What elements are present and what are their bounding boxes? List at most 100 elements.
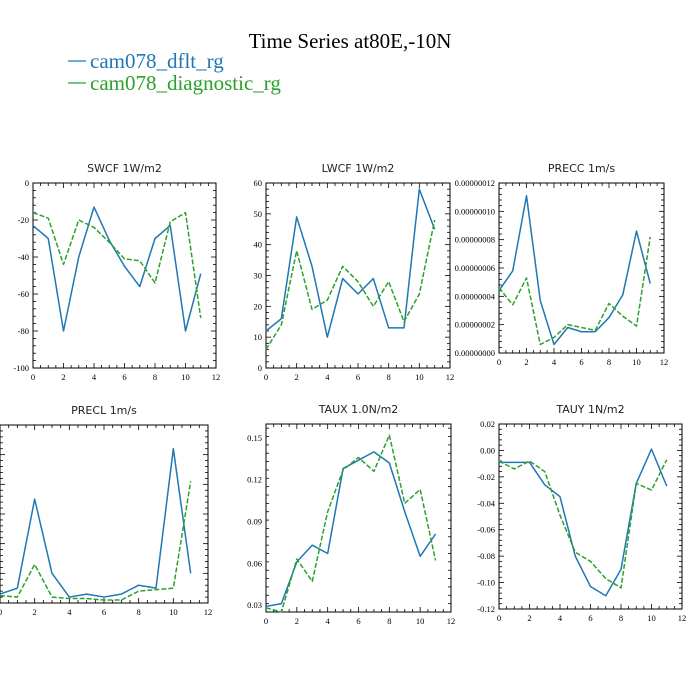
panels: SWCF 1W/m2 0 2 4 6 8 10 12 0 -20 -40 -60 -80 -100 LWCF…	[0, 162, 686, 626]
precl-series-dflt	[0, 447, 192, 598]
tauy-series-dflt	[499, 448, 668, 597]
precc-y-tick-label: 0.00000000	[455, 348, 495, 358]
precc-x-tick-label: 4	[552, 357, 557, 367]
panel-lwcf: LWCF 1W/m2 0 2 4 6 8 10 12 0 10 20 30 40 50 60	[254, 162, 455, 382]
precc-x-tick-label: 12	[660, 357, 669, 367]
swcf-x-tick-label: 2	[61, 372, 65, 382]
swcf-plot-frame	[32, 182, 217, 369]
tauy-y-tick-label: 0.02	[480, 419, 495, 429]
swcf-x-tick-label: 12	[212, 372, 221, 382]
tauy-y-tick-label: 0.00	[480, 445, 495, 455]
swcf-x-tick-label: 6	[122, 372, 126, 382]
swcf-y-tick-label: 0	[25, 178, 29, 188]
precl-x-tick-label: 12	[204, 607, 213, 617]
lwcf-title: LWCF 1W/m2	[322, 162, 395, 175]
taux-y-tick-label: 0.12	[247, 475, 262, 485]
lwcf-series-dflt	[265, 188, 436, 338]
lwcf-x-tick-label: 2	[295, 372, 299, 382]
precl-series-diagnostic	[0, 481, 192, 601]
tauy-y-tick-label: -0.06	[477, 525, 495, 535]
tauy-y-tick-label: -0.12	[477, 604, 495, 614]
swcf-x-tick-label: 4	[92, 372, 97, 382]
taux-series-dflt	[265, 451, 437, 608]
tauy-x-tick-label: 10	[647, 613, 656, 623]
lwcf-x-tick-label: 8	[387, 372, 391, 382]
lwcf-y-tick-label: 20	[254, 301, 263, 311]
swcf-y-tick-label: -60	[18, 289, 29, 299]
panel-taux: TAUX 1.0N/m2 0 2 4 6 8 10 12 0.03 0.06 0.09 0.12 0.1…	[247, 403, 455, 626]
precl-x-tick-label: 2	[33, 607, 37, 617]
swcf-y-tick-label: -100	[13, 363, 29, 373]
legend: cam078_dflt_rg cam078_diagnostic_rg	[68, 49, 281, 95]
figure-title: Time Series at80E,-10N	[249, 29, 452, 53]
legend-label-diagnostic: cam078_diagnostic_rg	[90, 71, 281, 95]
swcf-y-tick-label: -40	[18, 252, 29, 262]
taux-x-tick-label: 2	[295, 616, 299, 626]
taux-x-tick-label: 10	[416, 616, 425, 626]
panel-precc: PRECC 1m/s 0 2 4 6 8 10 12 0.00000000 0.00000002 0…	[455, 162, 669, 367]
panel-precl: PRECL 1m/s0246810120.0×10⁰1.0×10⁻⁸2.0×10…	[0, 404, 212, 617]
tauy-x-tick-label: 0	[497, 613, 501, 623]
taux-x-tick-label: 8	[387, 616, 391, 626]
tauy-x-tick-label: 12	[678, 613, 687, 623]
tauy-y-tick-label: -0.08	[477, 551, 495, 561]
taux-x-tick-label: 4	[326, 616, 331, 626]
swcf-title: SWCF 1W/m2	[87, 162, 162, 175]
tauy-y-tick-label: -0.10	[477, 578, 495, 588]
lwcf-x-tick-label: 0	[264, 372, 268, 382]
panel-tauy: TAUY 1N/m2 0 2 4 6 8 10 12 0.02 0.00 -0.02 -0.04 -0.…	[477, 403, 686, 623]
lwcf-y-tick-label: 60	[254, 178, 263, 188]
precc-series-dflt	[498, 195, 651, 346]
taux-title: TAUX 1.0N/m2	[318, 403, 399, 416]
tauy-plot-frame	[498, 423, 683, 610]
precc-x-tick-label: 8	[607, 357, 611, 367]
legend-label-dflt: cam078_dflt_rg	[90, 49, 224, 73]
precl-x-tick-label: 10	[169, 607, 178, 617]
lwcf-y-tick-label: 40	[254, 240, 263, 250]
taux-plot-frame	[265, 423, 452, 613]
precc-y-tick-label: 0.00000006	[455, 263, 495, 273]
tauy-series-diagnostic	[498, 459, 668, 589]
precl-x-tick-label: 8	[137, 607, 141, 617]
taux-x-tick-label: 12	[447, 616, 456, 626]
precc-y-tick-label: 0.00000004	[455, 291, 496, 301]
lwcf-y-tick-label: 10	[254, 332, 263, 342]
precc-x-tick-label: 6	[579, 357, 583, 367]
tauy-y-tick-label: -0.02	[477, 472, 495, 482]
precc-y-tick-label: 0.00000002	[455, 320, 495, 330]
taux-y-tick-label: 0.06	[247, 558, 262, 568]
precc-title: PRECC 1m/s	[548, 162, 616, 175]
precl-x-tick-label: 0	[0, 607, 2, 617]
precc-y-tick-label: 0.00000012	[455, 178, 495, 188]
taux-x-tick-label: 0	[264, 616, 268, 626]
taux-y-tick-label: 0.03	[247, 600, 262, 610]
swcf-y-tick-label: -80	[18, 326, 29, 336]
lwcf-y-tick-label: 30	[254, 271, 263, 281]
tauy-x-tick-label: 2	[527, 613, 531, 623]
taux-series-diagnostic	[265, 434, 437, 613]
precl-title: PRECL 1m/s	[71, 404, 137, 417]
precc-y-tick-label: 0.00000008	[455, 235, 495, 245]
lwcf-x-tick-label: 6	[356, 372, 360, 382]
swcf-series-diagnostic	[32, 211, 202, 319]
tauy-y-tick-label: -0.04	[477, 498, 495, 508]
taux-y-tick-label: 0.15	[247, 433, 262, 443]
precc-y-tick-label: 0.00000010	[455, 206, 495, 216]
precl-x-tick-label: 6	[102, 607, 106, 617]
swcf-y-tick-label: -20	[18, 215, 29, 225]
precc-x-tick-label: 2	[524, 357, 528, 367]
tauy-x-tick-label: 4	[558, 613, 563, 623]
tauy-x-tick-label: 6	[588, 613, 592, 623]
tauy-title: TAUY 1N/m2	[555, 403, 624, 416]
swcf-x-tick-label: 8	[153, 372, 157, 382]
precl-x-tick-label: 4	[67, 607, 72, 617]
lwcf-y-tick-label: 50	[254, 209, 263, 219]
lwcf-series-diagnostic	[265, 219, 436, 350]
taux-x-tick-label: 6	[356, 616, 360, 626]
taux-y-tick-label: 0.09	[247, 516, 262, 526]
panel-swcf: SWCF 1W/m2 0 2 4 6 8 10 12 0 -20 -40 -60 -80 -100	[13, 162, 220, 382]
swcf-series-dflt	[32, 206, 202, 332]
tauy-x-tick-label: 8	[619, 613, 623, 623]
precc-x-tick-label: 10	[632, 357, 641, 367]
